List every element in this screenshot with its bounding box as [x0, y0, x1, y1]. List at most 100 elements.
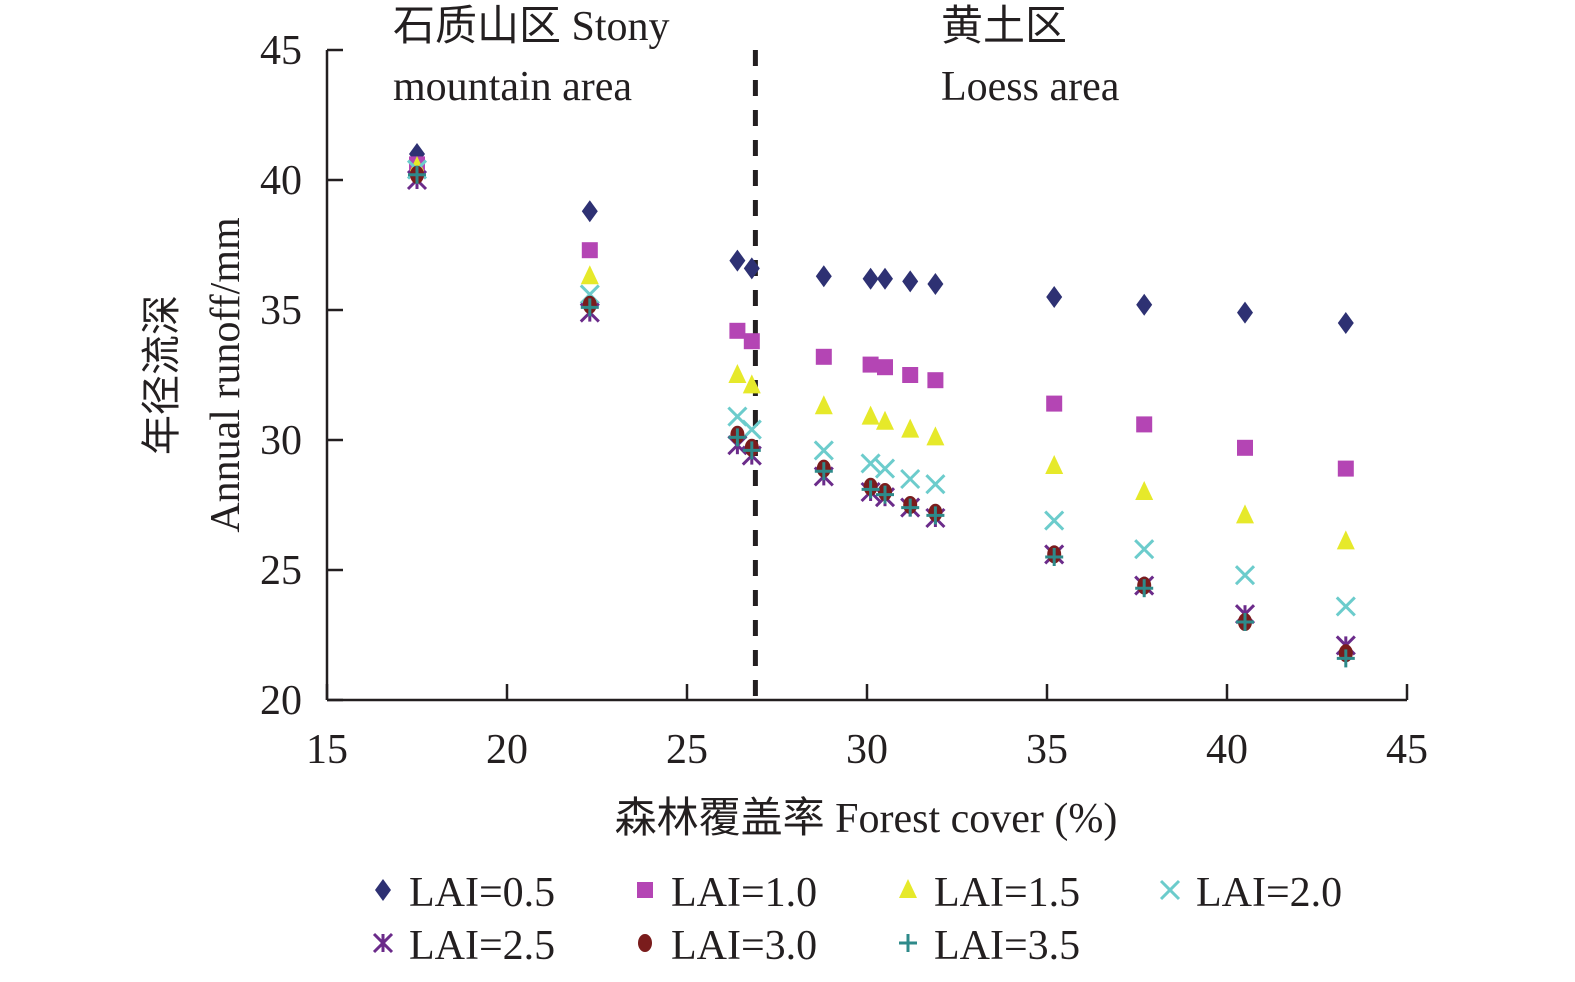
- legend-item: LAI=2.0: [1159, 870, 1342, 916]
- data-point: [925, 474, 946, 495]
- legend-item: LAI=0.5: [375, 870, 555, 916]
- data-point: [902, 367, 919, 383]
- data-point: [877, 359, 893, 376]
- data-point: [581, 242, 598, 259]
- x-ticks: 15 20 25 30 35 40 45: [306, 684, 1428, 773]
- data-point: [815, 348, 832, 365]
- data-point: [862, 356, 879, 373]
- data-point: [1044, 510, 1065, 531]
- data-point: [1237, 301, 1253, 324]
- data-point: [1337, 312, 1354, 334]
- data-point: [926, 426, 945, 446]
- data-point: [1234, 565, 1256, 586]
- region-label-loess-line2: Loess area: [941, 64, 1120, 110]
- data-point: [1136, 416, 1153, 433]
- data-point: [1046, 286, 1063, 308]
- data-point: [901, 418, 920, 438]
- legend-marker: [899, 879, 917, 898]
- legend-marker: [899, 934, 917, 952]
- legend-marker: [375, 879, 391, 901]
- data-point: [877, 267, 893, 290]
- x-tick-label: 30: [846, 727, 888, 773]
- y-ticks: 20 25 30 35 40 45: [260, 28, 343, 724]
- series-LAI=3.5: [408, 165, 1355, 668]
- data-point: [580, 265, 599, 285]
- series-LAI=0.5: [409, 143, 1354, 334]
- data-point: [901, 498, 920, 517]
- data-point: [728, 364, 747, 383]
- legend-item: LAI=2.5: [372, 923, 555, 969]
- y-tick-label: 35: [260, 288, 302, 334]
- y-tick-label: 45: [260, 28, 302, 74]
- legend-label: LAI=2.5: [409, 923, 555, 969]
- legend-item: LAI=1.5: [899, 870, 1080, 916]
- y-axis-label-line2: Annual runoff/mm: [203, 217, 249, 533]
- data-points: [406, 143, 1356, 668]
- data-point: [902, 270, 919, 293]
- legend-label: LAI=2.0: [1196, 870, 1342, 916]
- x-tick-label: 40: [1206, 727, 1248, 773]
- legend-marker: [1159, 879, 1181, 901]
- axes: [325, 50, 1407, 702]
- data-point: [580, 298, 599, 317]
- data-point: [900, 468, 921, 490]
- data-point: [876, 485, 894, 504]
- data-point: [743, 257, 760, 280]
- data-point: [860, 453, 881, 474]
- data-point: [743, 333, 760, 350]
- data-point: [813, 440, 834, 461]
- x-tick-label: 45: [1386, 727, 1428, 773]
- data-point: [814, 395, 833, 415]
- data-point: [861, 480, 880, 499]
- region-label-loess-line1: 黄土区: [941, 4, 1067, 50]
- data-point: [861, 405, 880, 425]
- legend-label: LAI=1.5: [934, 870, 1080, 916]
- y-axis-label: 年径流深 Annual runoff/mm: [139, 217, 249, 533]
- data-point: [1135, 481, 1154, 500]
- data-point: [1045, 455, 1064, 474]
- data-point: [1335, 596, 1356, 617]
- legend-marker: [638, 934, 652, 952]
- series-LAI=2.5: [406, 169, 1356, 656]
- data-point: [874, 458, 896, 479]
- data-point: [729, 249, 746, 272]
- data-point: [814, 462, 833, 481]
- data-point: [926, 506, 945, 525]
- data-point: [1237, 439, 1253, 456]
- x-axis-label: 森林覆盖率 Forest cover (%): [615, 795, 1118, 842]
- data-point: [1337, 460, 1354, 477]
- legend-label: LAI=3.0: [671, 923, 817, 969]
- series-LAI=2.0: [406, 159, 1356, 617]
- data-point: [1236, 613, 1254, 631]
- data-point: [815, 265, 832, 288]
- series-LAI=1.0: [409, 156, 1354, 477]
- y-axis-label-line1: 年径流深: [139, 295, 184, 455]
- legend-item: LAI=3.5: [899, 923, 1080, 969]
- data-point: [1045, 548, 1064, 566]
- x-tick-label: 20: [486, 727, 528, 773]
- legend: LAI=0.5 LAI=1.0 LAI=1.5 LAI=2.0 LAI=2.5 LAI=3…: [372, 870, 1342, 969]
- data-point: [1135, 579, 1154, 598]
- x-tick-label: 25: [666, 727, 708, 773]
- data-point: [1046, 395, 1063, 412]
- data-point: [581, 200, 598, 223]
- y-tick-label: 25: [260, 548, 302, 594]
- y-tick-label: 20: [260, 678, 302, 724]
- data-point: [1336, 530, 1355, 550]
- data-point: [1134, 539, 1155, 560]
- legend-marker: [637, 882, 653, 898]
- data-point: [408, 165, 426, 184]
- legend-label: LAI=0.5: [409, 870, 555, 916]
- y-tick-label: 30: [260, 418, 302, 464]
- x-tick-label: 15: [306, 727, 348, 773]
- legend-label: LAI=3.5: [934, 923, 1080, 969]
- data-point: [862, 267, 879, 290]
- data-point: [1136, 293, 1153, 316]
- legend-item: LAI=3.0: [638, 923, 817, 969]
- data-point: [876, 410, 894, 430]
- x-tick-label: 35: [1026, 727, 1068, 773]
- data-point: [728, 428, 747, 447]
- data-point: [742, 441, 761, 460]
- data-point: [729, 322, 746, 339]
